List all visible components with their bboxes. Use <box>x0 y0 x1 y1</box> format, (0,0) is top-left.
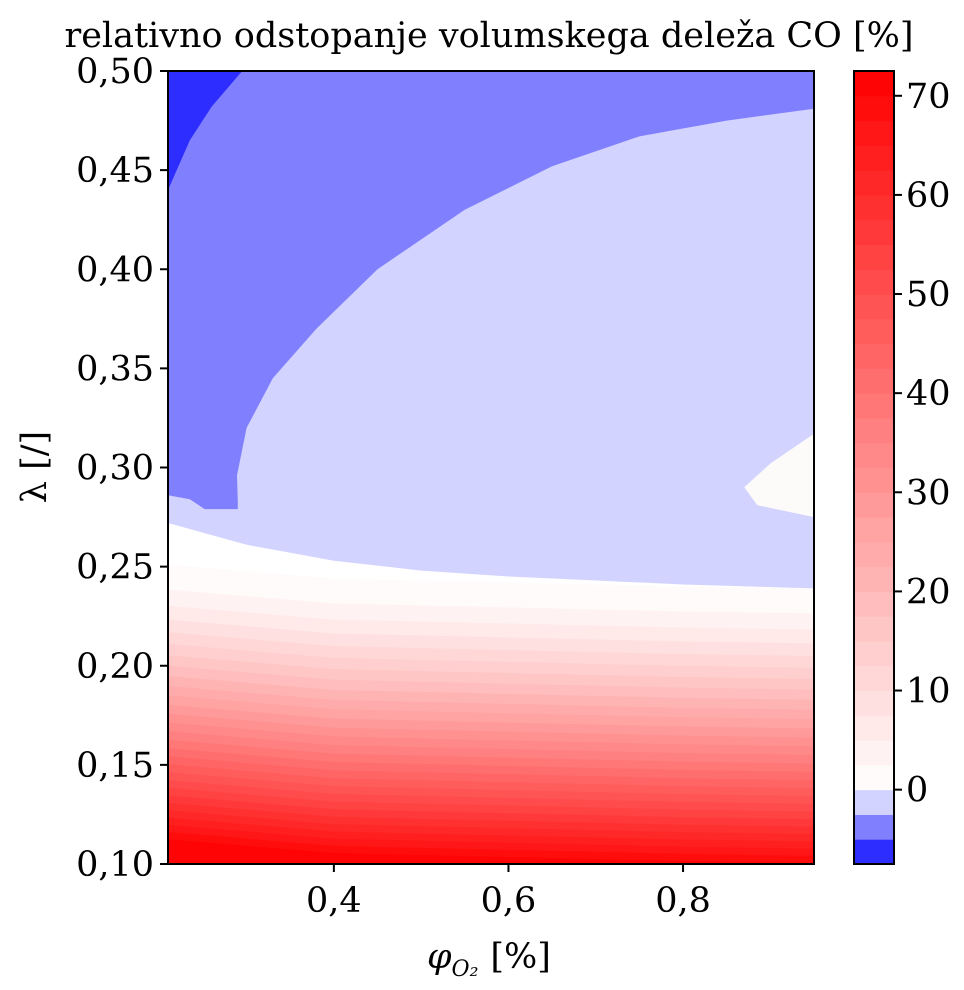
y-tick-label: 0,10 <box>76 845 154 885</box>
colorbar-band <box>854 417 894 444</box>
colorbar-frame <box>853 70 895 865</box>
colorbar-band <box>854 690 894 716</box>
colorbar-band <box>854 839 894 865</box>
colorbar-band <box>854 640 894 667</box>
x-axis-label-subscript: O₂ <box>452 957 479 982</box>
x-tick-label: 0,6 <box>481 881 537 921</box>
colorbar-band <box>854 566 894 592</box>
colorbar-band <box>854 244 894 270</box>
positive-contour-bands <box>168 564 814 864</box>
chart-title: relativno odstopanje volumskega deleža C… <box>64 16 913 56</box>
colorbar-band <box>854 715 894 741</box>
colorbar-band <box>854 492 894 518</box>
colorbar-tick-label: 10 <box>906 672 951 712</box>
colorbar-band <box>854 789 894 815</box>
colorbar-band <box>854 194 894 221</box>
colorbar-band <box>854 269 894 295</box>
y-tick-label: 0,35 <box>76 349 154 389</box>
colorbar-band <box>854 616 894 642</box>
colorbar-band <box>854 814 894 840</box>
colorbar-band <box>854 343 894 369</box>
colorbar-band <box>854 393 894 419</box>
contour-band <box>168 839 814 864</box>
colorbar-band <box>854 467 894 493</box>
x-axis-label-symbol: φ <box>427 937 452 977</box>
colorbar-band <box>854 764 894 791</box>
colorbar-tick-label: 0 <box>906 771 928 811</box>
colorbar-band <box>854 145 894 171</box>
y-axis-label: λ [/] <box>15 431 55 503</box>
colorbar-tick-label: 70 <box>906 77 951 117</box>
y-tick-label: 0,15 <box>76 746 154 786</box>
y-tick-label: 0,45 <box>76 151 154 191</box>
colorbar-tick-label: 60 <box>906 176 951 216</box>
y-axis-ticks: 0,10 0,15 0,20 0,25 0,30 0,35 0,40 0,45 0,50 <box>76 52 168 885</box>
colorbar-band <box>854 120 894 146</box>
colorbar-band <box>854 517 894 543</box>
colorbar-band <box>854 541 894 568</box>
colorbar-band <box>854 95 894 122</box>
plot-area <box>167 70 815 865</box>
colorbar-band <box>854 740 894 766</box>
colorbar: 0 10 20 30 40 50 60 70 <box>853 70 951 865</box>
x-axis-label: φO₂ [%] <box>427 937 551 982</box>
y-tick-label: 0,20 <box>76 647 154 687</box>
x-tick-label: 0,4 <box>306 881 362 921</box>
colorbar-band <box>854 591 894 617</box>
y-tick-label: 0,25 <box>76 548 154 588</box>
colorbar-tick-label: 20 <box>906 572 951 612</box>
colorbar-tick-label: 40 <box>906 374 951 414</box>
colorbar-band <box>854 318 894 345</box>
contour-region-0-to-2-5-island <box>744 433 814 518</box>
y-tick-label: 0,50 <box>76 52 154 92</box>
colorbar-tick-label: 50 <box>906 275 951 315</box>
colorbar-band <box>854 294 894 320</box>
colorbar-bands <box>854 71 894 865</box>
contour-region-minus-5-to-minus-2-5 <box>168 71 814 510</box>
negative-contour-regions <box>168 71 814 589</box>
colorbar-ticks: 0 10 20 30 40 50 60 70 <box>894 77 951 811</box>
colorbar-tick-label: 30 <box>906 473 951 513</box>
y-tick-label: 0,30 <box>76 449 154 489</box>
colorbar-band <box>854 442 894 468</box>
x-axis-label-unit: [%] <box>490 937 551 977</box>
y-tick-label: 0,40 <box>76 250 154 290</box>
colorbar-band <box>854 665 894 692</box>
colorbar-band <box>854 368 894 394</box>
contour-region-minus-7-5-to-minus-5 <box>168 71 243 190</box>
colorbar-band <box>854 170 894 196</box>
colorbar-band <box>854 219 894 245</box>
colorbar-band <box>854 71 894 97</box>
x-axis-ticks: 0,4 0,6 0,8 <box>306 864 711 921</box>
x-tick-label: 0,8 <box>655 881 711 921</box>
